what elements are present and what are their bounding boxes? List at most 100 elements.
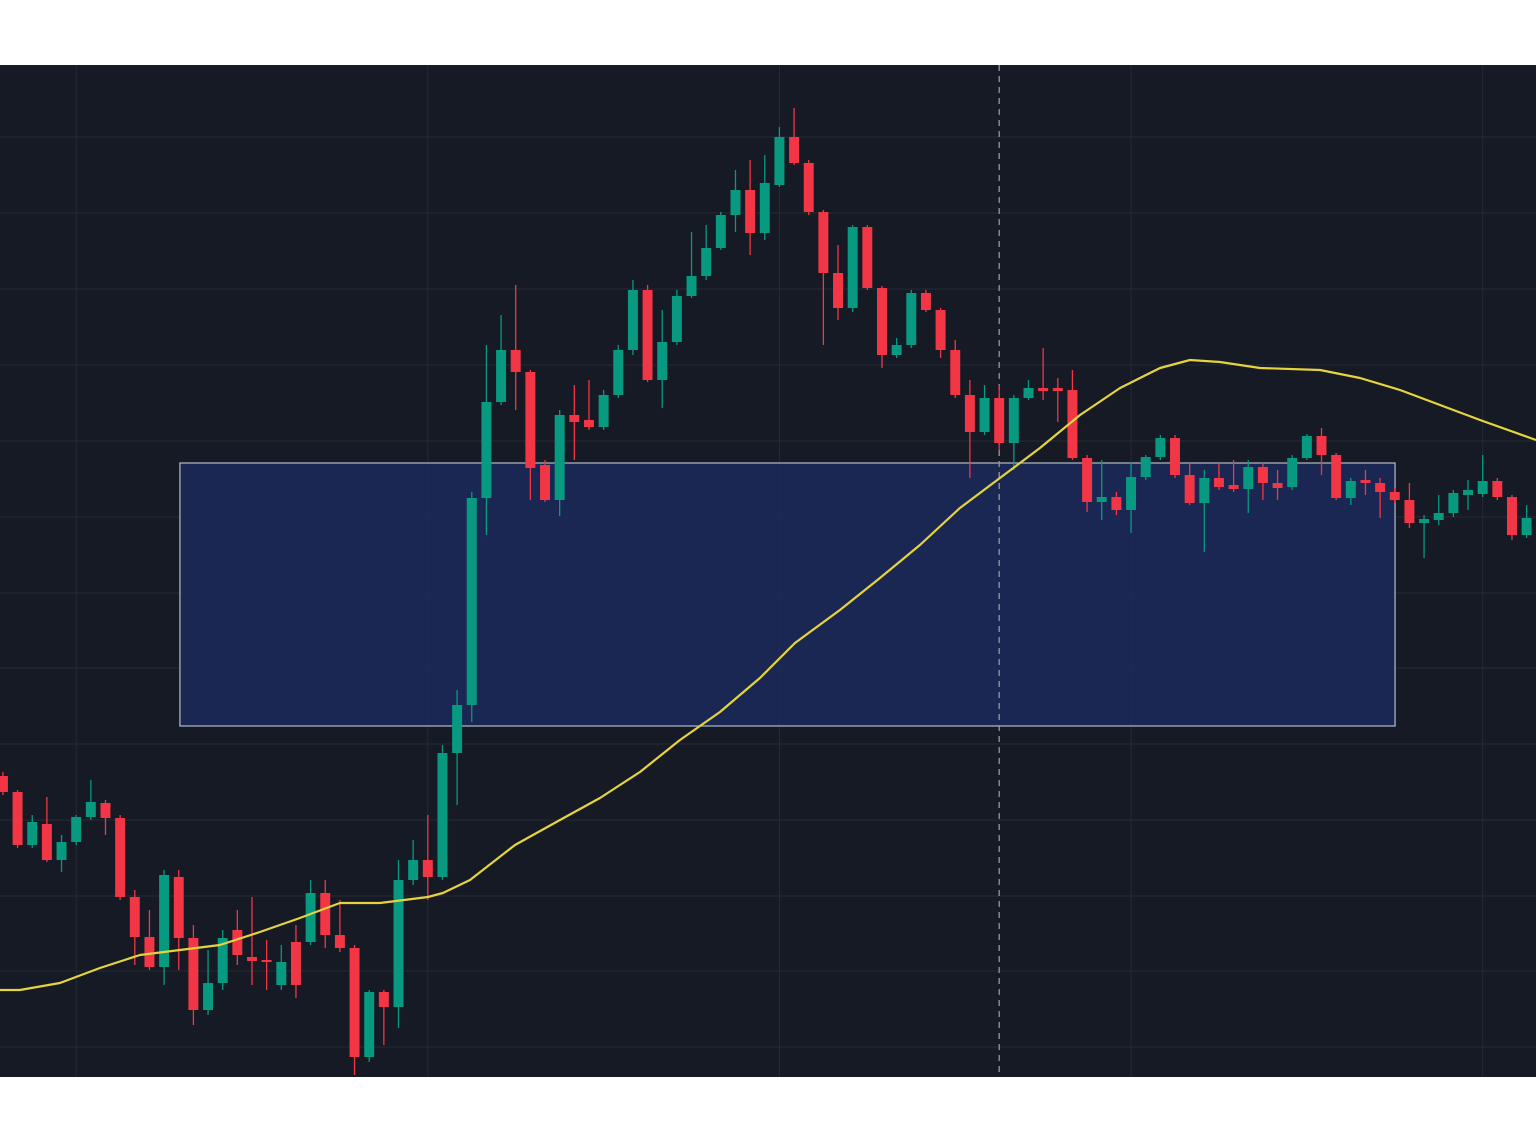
candle (1316, 428, 1327, 475)
candle (1375, 478, 1386, 518)
candle-body (481, 402, 492, 498)
candle (85, 780, 96, 820)
candle (1389, 488, 1400, 503)
candle-body (217, 938, 228, 983)
candle-body (115, 818, 126, 897)
candle-body (1140, 457, 1151, 477)
candle (159, 870, 170, 985)
candle (1213, 463, 1224, 490)
candle-body (1375, 483, 1386, 492)
candle (100, 800, 111, 835)
candle-body (232, 930, 243, 955)
candle-body (1082, 458, 1093, 502)
candle (334, 900, 345, 952)
candle (408, 840, 419, 885)
candle-body (496, 350, 507, 402)
candle (12, 790, 23, 848)
candle-body (1389, 492, 1400, 500)
candle (364, 990, 375, 1062)
candle-body (129, 897, 140, 937)
candle (1052, 378, 1063, 422)
candle (1140, 455, 1151, 480)
candle (320, 880, 331, 948)
candle (1170, 435, 1180, 478)
candle-body (847, 227, 858, 308)
candle-body (774, 137, 785, 185)
candle (276, 945, 287, 990)
candle (994, 385, 1005, 450)
candle-body (877, 288, 887, 355)
candle-body (85, 802, 96, 817)
candle-body (1301, 436, 1312, 458)
candle (745, 160, 756, 255)
candle-body (891, 345, 902, 355)
candle (1287, 455, 1298, 490)
candle-body (715, 215, 726, 248)
candle (41, 797, 52, 862)
candle (1331, 453, 1342, 500)
candle-body (1023, 388, 1034, 398)
candle (1184, 463, 1195, 505)
candle-body (730, 190, 741, 215)
candle-body (203, 983, 214, 1010)
candle-body (41, 824, 52, 860)
candle-body (554, 415, 565, 500)
candle (891, 338, 902, 358)
candle (1067, 370, 1078, 460)
candle-body (261, 960, 272, 962)
candle (1228, 460, 1239, 492)
candle-body (686, 276, 697, 296)
candle-body (1184, 475, 1195, 503)
moving-average (0, 358, 1536, 992)
candle-body (320, 893, 331, 935)
candle-body (569, 415, 580, 422)
candle (261, 940, 272, 990)
candle-body (56, 842, 67, 860)
candle-body (994, 398, 1005, 443)
candle-body (1360, 480, 1371, 483)
candle (290, 925, 301, 998)
candle (1433, 495, 1444, 525)
candle-body (920, 293, 931, 310)
candle (1082, 455, 1093, 512)
candle (173, 870, 184, 970)
candle-body (173, 877, 184, 938)
candle (129, 890, 140, 965)
candle-body (1111, 497, 1122, 510)
candle-body (378, 992, 389, 1007)
candle-body (1419, 519, 1430, 523)
candle (188, 925, 199, 1025)
candle (1301, 434, 1312, 460)
candle-body (510, 350, 521, 372)
candle (979, 385, 990, 435)
candle (642, 285, 653, 382)
candle-body (144, 937, 155, 967)
candle-body (627, 290, 638, 350)
candle (452, 690, 463, 805)
candle-body (1448, 493, 1459, 513)
candle-body (290, 942, 301, 985)
candle-body (862, 227, 873, 288)
candle-body (305, 893, 316, 942)
candle (56, 835, 67, 872)
candle (1404, 483, 1415, 528)
candle-body (1228, 485, 1239, 489)
candle (583, 380, 594, 430)
candle-body (437, 753, 448, 877)
candle-body (1316, 436, 1327, 455)
candle-body (159, 875, 170, 967)
candle (906, 290, 917, 348)
candle-body (452, 705, 463, 753)
candle-body (657, 342, 668, 380)
candle-body (364, 992, 375, 1057)
candle (232, 910, 243, 965)
candle-body (1052, 388, 1063, 391)
candle (554, 410, 565, 516)
candle (144, 910, 155, 970)
candle-body (1521, 518, 1532, 535)
candle (877, 286, 887, 368)
candle-body (525, 372, 536, 468)
candle-body (1257, 467, 1268, 483)
